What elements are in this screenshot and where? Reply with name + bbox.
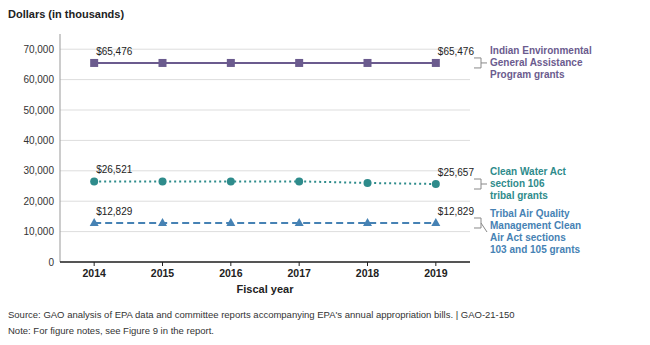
plot-area bbox=[90, 59, 441, 226]
legend-label-line: Indian Environmental bbox=[490, 45, 592, 56]
series-line bbox=[94, 222, 436, 224]
x-tick-label: 2018 bbox=[356, 267, 380, 279]
y-tick-label: 0 bbox=[48, 257, 54, 268]
legend-label: Indian EnvironmentalGeneral AssistancePr… bbox=[490, 45, 592, 80]
point bbox=[227, 59, 235, 67]
legend-bracket bbox=[474, 218, 481, 228]
series-line bbox=[94, 62, 436, 64]
source: Source: GAO analysis of EPA data and com… bbox=[8, 309, 515, 320]
legend-item: Tribal Air QualityManagement CleanAir Ac… bbox=[474, 208, 581, 255]
point bbox=[431, 218, 440, 226]
y-tick-label: 10,000 bbox=[23, 226, 54, 237]
point bbox=[364, 59, 372, 67]
y-tick-label: 20,000 bbox=[23, 196, 54, 207]
x-tick bbox=[367, 262, 368, 266]
x-tick-label: 2017 bbox=[287, 267, 311, 279]
y-axis-line bbox=[60, 34, 61, 262]
data-label: $12,829 bbox=[96, 206, 133, 217]
grid-line bbox=[60, 201, 470, 202]
data-label: $26,521 bbox=[96, 164, 133, 175]
y-tick-label: 30,000 bbox=[23, 165, 54, 176]
legend-bracket bbox=[474, 179, 481, 189]
data-label: $65,476 bbox=[96, 46, 133, 57]
legend-label-line: General Assistance bbox=[490, 57, 583, 68]
x-tick bbox=[299, 262, 300, 266]
x-tick-label: 2016 bbox=[219, 267, 243, 279]
legend-connector bbox=[481, 223, 487, 232]
legend-label: Tribal Air QualityManagement CleanAir Ac… bbox=[490, 208, 581, 255]
x-axis-line bbox=[60, 261, 470, 263]
y-tick-label: 60,000 bbox=[23, 74, 54, 85]
data-label: $25,657 bbox=[438, 167, 475, 178]
data-label: $12,829 bbox=[438, 206, 475, 217]
series-line bbox=[94, 181, 436, 184]
legend-connector bbox=[481, 184, 487, 185]
legend-label-line: Tribal Air Quality bbox=[490, 208, 570, 219]
legend-label-line: 103 and 105 grants bbox=[490, 244, 580, 255]
point bbox=[90, 59, 98, 67]
x-tick-label: 2014 bbox=[82, 267, 106, 279]
grid-line bbox=[60, 231, 470, 232]
y-axis-label: Dollars (in thousands) bbox=[8, 8, 124, 20]
legend-label-line: Clean Water Act bbox=[490, 166, 567, 177]
x-tick-label: 2015 bbox=[151, 267, 175, 279]
x-tick bbox=[94, 262, 95, 266]
point bbox=[295, 218, 304, 226]
x-tick-label: 2019 bbox=[424, 267, 448, 279]
legend-bracket bbox=[474, 58, 481, 68]
y-tick-label: 50,000 bbox=[23, 105, 54, 116]
point bbox=[90, 177, 98, 185]
legend-label-line: section 106 bbox=[490, 178, 545, 189]
note: Note: For figure notes, see Figure 9 in … bbox=[8, 325, 214, 336]
grid-line bbox=[60, 140, 470, 141]
legend-label-line: Program grants bbox=[490, 69, 565, 80]
legend-label: Clean Water Actsection 106tribal grants bbox=[490, 166, 567, 201]
point bbox=[432, 59, 440, 67]
point bbox=[295, 177, 303, 185]
point bbox=[226, 218, 235, 226]
chart: 0 10,000 20,000 30,000 40,000 50,000 60,000 70,… bbox=[0, 0, 650, 345]
legend-label-line: tribal grants bbox=[490, 190, 548, 201]
grid-line bbox=[60, 79, 470, 80]
point bbox=[363, 218, 372, 226]
y-tick-label: 70,000 bbox=[23, 44, 54, 55]
legend-label-line: Management Clean bbox=[490, 220, 581, 231]
point bbox=[227, 177, 235, 185]
point bbox=[90, 218, 99, 226]
x-tick bbox=[435, 262, 436, 266]
legend-item: Indian EnvironmentalGeneral AssistancePr… bbox=[474, 45, 592, 80]
x-tick bbox=[162, 262, 163, 266]
legend-label-line: Air Act sections bbox=[490, 232, 566, 243]
point bbox=[364, 179, 372, 187]
point bbox=[159, 177, 167, 185]
legend-connector bbox=[481, 62, 487, 63]
x-tick bbox=[230, 262, 231, 266]
y-tick-label: 40,000 bbox=[23, 135, 54, 146]
point bbox=[159, 59, 167, 67]
grid-line bbox=[60, 110, 470, 111]
point bbox=[158, 218, 167, 226]
grid-line bbox=[60, 262, 470, 263]
point bbox=[432, 180, 440, 188]
x-axis-label: Fiscal year bbox=[237, 283, 295, 295]
legend-item: Clean Water Actsection 106tribal grants bbox=[474, 166, 567, 201]
data-label: $65,476 bbox=[438, 46, 475, 57]
point bbox=[295, 59, 303, 67]
